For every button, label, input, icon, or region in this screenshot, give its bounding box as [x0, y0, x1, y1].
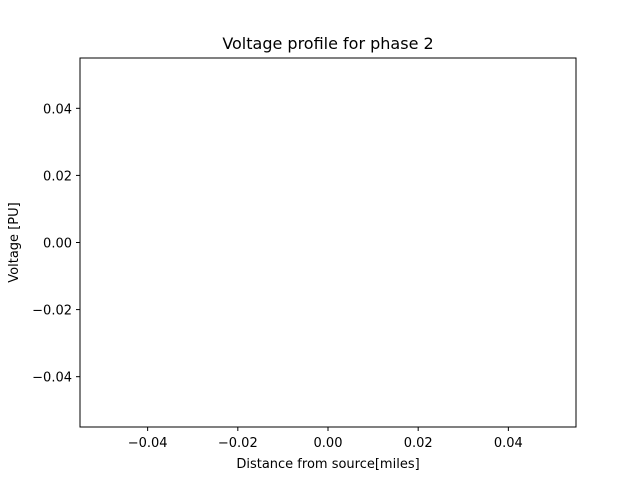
- plot-area: [79, 57, 577, 428]
- x-axis-label: Distance from source[miles]: [236, 457, 419, 472]
- x-tick-label: −0.02: [218, 436, 258, 451]
- x-axis-ticks: −0.04 −0.02 0.00 0.02 0.04: [128, 427, 523, 451]
- x-tick-label: 0.04: [494, 436, 523, 451]
- y-tick-label: 0.02: [43, 169, 72, 184]
- y-axis-label: Voltage [PU]: [7, 202, 22, 282]
- y-axis-ticks: −0.04 −0.02 0.00 0.02 0.04: [32, 102, 80, 386]
- x-tick-label: −0.04: [128, 436, 168, 451]
- x-tick-label: 0.02: [404, 436, 433, 451]
- y-tick-label: −0.04: [32, 371, 72, 386]
- x-tick-label: 0.00: [314, 436, 343, 451]
- y-tick-label: 0.04: [43, 102, 72, 117]
- y-tick-label: −0.02: [32, 304, 72, 319]
- chart-title: Voltage profile for phase 2: [222, 34, 433, 53]
- y-tick-label: 0.00: [43, 237, 72, 252]
